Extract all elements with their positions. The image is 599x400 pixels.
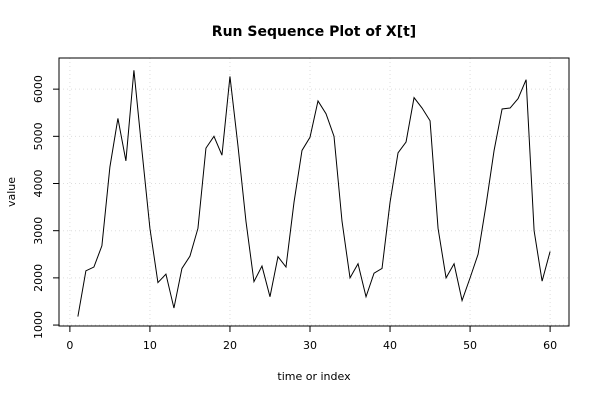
y-tick-label: 3000 xyxy=(32,217,45,245)
x-tick-label: 10 xyxy=(143,339,157,352)
x-tick-label: 0 xyxy=(66,339,73,352)
x-tick-label: 30 xyxy=(303,339,317,352)
x-tick-label: 60 xyxy=(543,339,557,352)
chart-title: Run Sequence Plot of X[t] xyxy=(212,24,416,40)
y-tick-label: 5000 xyxy=(32,122,45,150)
y-axis-label: value xyxy=(5,177,18,207)
y-tick-label: 2000 xyxy=(32,264,45,292)
x-tick-label: 40 xyxy=(383,339,397,352)
x-tick-label: 50 xyxy=(463,339,477,352)
y-tick-label: 4000 xyxy=(32,170,45,198)
data-line xyxy=(77,70,551,317)
x-tick-label: 20 xyxy=(223,339,237,352)
plot-frame xyxy=(58,57,570,327)
y-tick-label: 1000 xyxy=(32,311,45,339)
y-tick-label: 6000 xyxy=(32,75,45,103)
x-axis-label: time or index xyxy=(277,370,351,383)
